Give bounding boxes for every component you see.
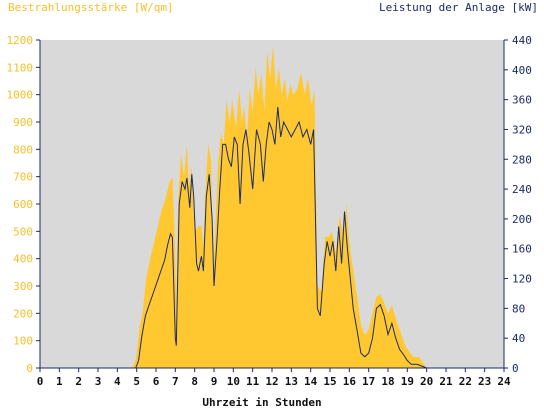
x-tick-label: 12 [265,375,278,388]
x-tick-label: 19 [401,375,414,388]
left-tick-label: 1000 [7,89,34,102]
x-tick-label: 18 [381,375,394,388]
x-tick-label: 0 [37,375,44,388]
x-axis-label: Uhrzeit in Stunden [202,396,321,408]
left-tick-label: 500 [13,225,33,238]
right-tick-label: 200 [512,213,532,226]
x-tick-label: 17 [362,375,375,388]
right-tick-label: 360 [512,94,532,107]
x-tick-label: 9 [211,375,218,388]
irradiance-area-layer [40,45,504,368]
right-tick-label: 160 [512,243,532,256]
right-tick-label: 440 [512,34,532,47]
left-tick-label: 700 [13,171,33,184]
power-line [40,107,504,369]
right-tick-label: 240 [512,183,532,196]
left-tick-label: 1200 [7,34,34,47]
left-tick-label: 100 [13,335,33,348]
right-tick-label: 40 [512,332,525,345]
x-tick-label: 15 [323,375,336,388]
x-tick-label: 8 [191,375,198,388]
right-axis-title: Leistung der Anlage [kW] [379,1,538,14]
x-tick-label: 1 [56,375,63,388]
x-tick-label: 11 [246,375,260,388]
right-tick-label: 120 [512,273,532,286]
x-tick-label: 14 [304,375,318,388]
left-tick-label: 600 [13,198,33,211]
left-tick-label: 800 [13,143,33,156]
x-axis-ticks: 0 1 2 3 4 5 6 7 8 9 10 11 12 13 14 15 16 17 18 19 20 21 22 23 24 [37,368,511,388]
right-tick-label: 320 [512,123,532,136]
left-tick-label: 300 [13,280,33,293]
left-tick-label: 1100 [7,61,34,74]
x-tick-label: 3 [95,375,102,388]
x-tick-label: 4 [114,375,121,388]
x-tick-label: 22 [459,375,472,388]
x-tick-label: 13 [285,375,298,388]
x-tick-label: 20 [420,375,433,388]
right-tick-label: 400 [512,64,532,77]
right-tick-label: 0 [512,362,519,375]
left-tick-label: 400 [13,253,33,266]
left-tick-label: 900 [13,116,33,129]
x-tick-label: 6 [153,375,160,388]
left-axis-ticks: 0 100 200 300 400 500 600 700 800 900 1000 1100 1200 [7,34,40,375]
left-tick-label: 200 [13,307,33,320]
right-tick-label: 80 [512,302,525,315]
x-tick-label: 23 [478,375,491,388]
x-tick-label: 16 [343,375,357,388]
x-tick-label: 24 [497,375,511,388]
x-tick-label: 21 [439,375,453,388]
x-tick-label: 10 [227,375,240,388]
x-tick-label: 5 [133,375,140,388]
right-axis-ticks: 0 40 80 120 160 200 240 280 320 360 400 440 [504,34,532,375]
x-tick-label: 7 [172,375,179,388]
left-tick-label: 0 [26,362,33,375]
x-tick-label: 2 [75,375,82,388]
irradiance-area [40,45,504,368]
power-line-layer [40,107,504,369]
left-axis-title: Bestrahlungsstärke [W/qm] [8,1,174,14]
right-tick-label: 280 [512,153,532,166]
